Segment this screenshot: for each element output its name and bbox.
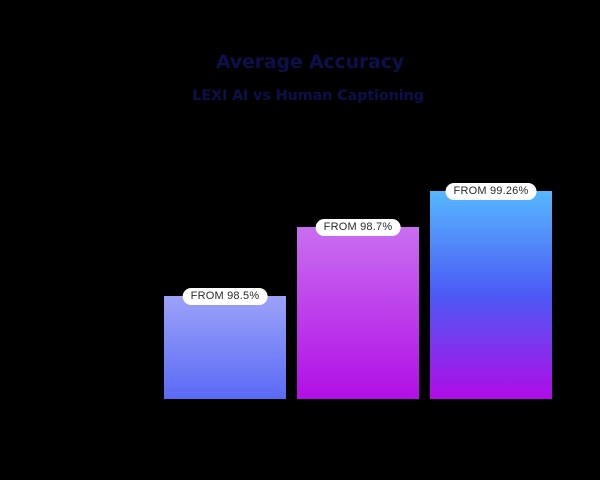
y-tick <box>112 356 152 367</box>
bar-3-value-label: FROM 99.26% <box>445 183 537 200</box>
bar-2: FROM 98.7% <box>297 219 419 399</box>
y-tick <box>112 288 152 299</box>
bar-1-value-label: FROM 98.5% <box>182 288 268 305</box>
y-tick <box>112 150 152 161</box>
y-tick <box>112 184 152 195</box>
chart-title: Average Accuracy <box>216 51 404 73</box>
bar-3: FROM 99.26% <box>430 183 552 399</box>
chart-subtitle: LEXI AI vs Human Captioning <box>192 88 424 104</box>
bar-1: FROM 98.5% <box>164 288 286 399</box>
y-tick <box>112 116 152 127</box>
y-tick <box>112 219 152 230</box>
bar-2-value-label: FROM 98.7% <box>315 219 401 236</box>
y-tick <box>112 390 152 401</box>
y-tick <box>112 254 152 265</box>
y-tick <box>112 323 152 334</box>
